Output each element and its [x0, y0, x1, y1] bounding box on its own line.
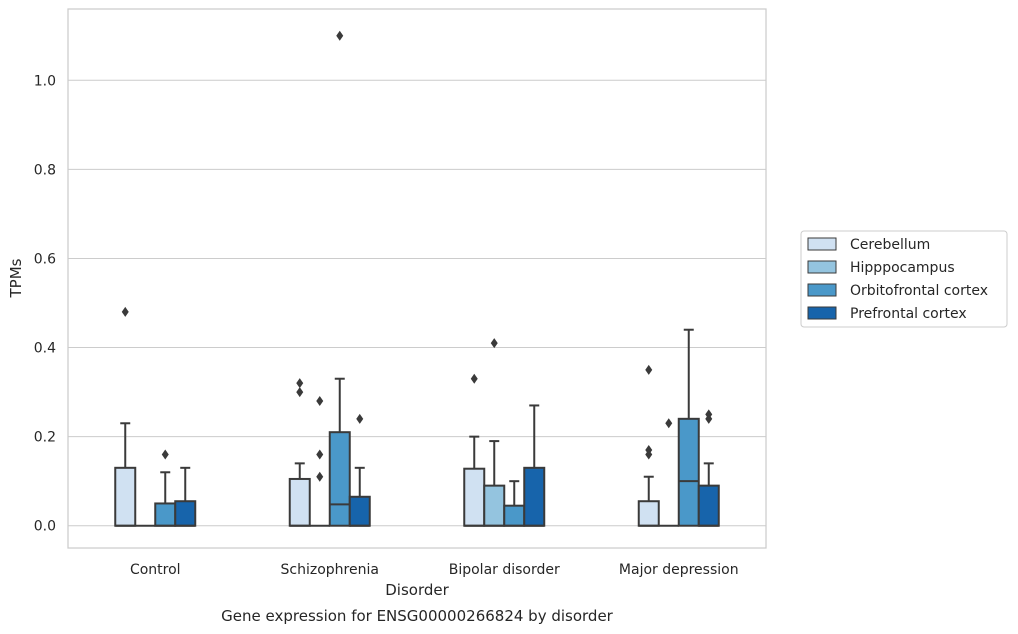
outlier-point	[705, 409, 713, 420]
box	[503, 504, 526, 527]
plot-background	[68, 9, 766, 548]
box	[637, 500, 660, 527]
outlier-point	[665, 418, 673, 429]
outlier-point	[316, 471, 324, 482]
chart-caption: Gene expression for ENSG00000266824 by d…	[221, 607, 614, 625]
legend-label: Cerebellum	[850, 237, 930, 253]
x-tick-label: Major depression	[619, 562, 739, 578]
box	[483, 484, 506, 527]
outlier-point	[336, 30, 344, 41]
outlier-point	[161, 449, 169, 460]
x-axis-title: Disorder	[385, 581, 449, 599]
y-tick-label: 0.0	[34, 519, 56, 535]
box-plot	[483, 338, 506, 527]
legend-label: Orbitofrontal cortex	[850, 283, 988, 299]
legend: Cerebellum Hipppocampus Orbitofrontal cort…	[800, 230, 1008, 328]
outlier-point	[296, 378, 304, 389]
legend-label: Hipppocampus	[850, 260, 955, 276]
box-plot	[174, 466, 197, 527]
outlier-point	[645, 364, 653, 375]
box	[348, 495, 371, 527]
box-plot	[114, 306, 137, 527]
legend-swatch	[807, 306, 837, 320]
legend-label: Prefrontal cortex	[850, 306, 967, 322]
outlier-point	[296, 387, 304, 398]
box-plot	[677, 328, 700, 527]
y-axis-ticks: 0.0 0.2 0.4 0.6 0.8 1.0	[34, 73, 56, 534]
box	[677, 417, 700, 527]
legend-swatch	[807, 237, 837, 251]
box-series	[114, 30, 720, 527]
box-plot	[288, 378, 311, 527]
y-tick-label: 0.4	[34, 341, 56, 357]
legend-swatch	[807, 283, 837, 297]
box-plot	[658, 418, 679, 527]
legend-swatch	[807, 260, 837, 274]
outlier-point	[121, 306, 129, 317]
box-plot	[697, 409, 720, 527]
outlier-point	[490, 338, 498, 349]
box	[523, 466, 546, 527]
box-plot	[523, 404, 546, 527]
box-plot	[309, 396, 330, 527]
x-tick-label: Bipolar disorder	[449, 562, 560, 578]
box	[288, 477, 311, 527]
box	[463, 467, 486, 527]
y-tick-label: 0.8	[34, 162, 56, 178]
box-plot	[154, 449, 177, 527]
plot-frame	[67, 8, 767, 549]
box-plot	[328, 30, 351, 527]
box-plot	[637, 364, 660, 527]
outlier-point	[645, 445, 653, 455]
outlier-point	[316, 396, 324, 406]
x-axis-ticks: Control Schizophrenia Bipolar disorder Majo…	[130, 562, 739, 578]
y-axis-title: TPMs	[7, 258, 25, 298]
legend-frame	[800, 230, 1008, 328]
box	[114, 466, 137, 527]
x-tick-label: Control	[130, 562, 181, 578]
outlier-point	[470, 373, 478, 384]
box	[174, 500, 197, 527]
y-tick-label: 0.2	[34, 430, 56, 446]
y-tick-label: 1.0	[34, 73, 56, 89]
x-tick-label: Schizophrenia	[281, 562, 379, 578]
box	[328, 431, 351, 527]
box	[154, 502, 177, 527]
outlier-point	[316, 449, 324, 460]
box-plot	[348, 413, 371, 527]
outlier-point	[356, 413, 364, 424]
box	[697, 484, 720, 527]
y-tick-label: 0.6	[34, 251, 56, 267]
